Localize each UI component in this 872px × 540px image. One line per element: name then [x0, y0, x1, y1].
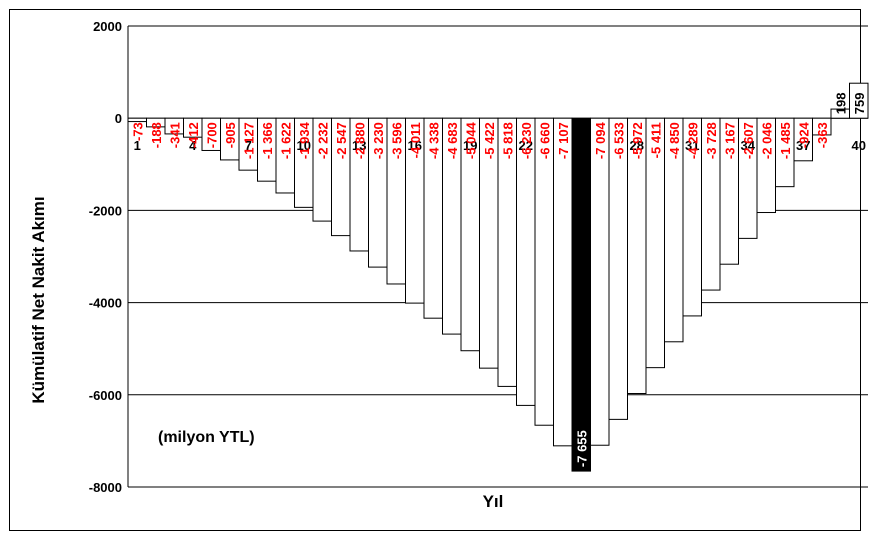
bar-data-label: -188 [149, 122, 164, 148]
y-tick-label: 0 [115, 111, 122, 126]
bar-data-label: -4 850 [667, 122, 682, 159]
bar-data-label: -363 [815, 122, 830, 148]
x-tick-label: 40 [852, 138, 866, 153]
bar-data-label: -6 660 [537, 122, 552, 159]
bar [534, 117, 554, 426]
axes [127, 26, 868, 488]
x-tick-label: 7 [245, 138, 252, 153]
bar-data-label: -2 880 [352, 122, 367, 159]
bar-data-label: -73 [130, 122, 145, 141]
bar-data-label: -7 655 [574, 430, 589, 467]
bar [849, 82, 869, 119]
bar-data-label: -7 107 [556, 122, 571, 159]
x-tick-label: 19 [463, 138, 477, 153]
bar-data-labels: -73 -188 -341 -412 -700 -905 -1 127 -1 366 -1 62… [130, 92, 867, 467]
y-tick-label: -8000 [89, 480, 122, 495]
bar-data-label: -700 [204, 122, 219, 148]
x-axis-title: Yıl [483, 492, 504, 511]
bar-data-label: -4 011 [408, 122, 423, 158]
bar-data-label: -2 046 [759, 122, 774, 159]
bar-data-label: -5 818 [500, 122, 515, 159]
bar-data-label: -3 728 [704, 122, 719, 159]
bar-data-label: -1 934 [297, 121, 312, 159]
y-tick-label: -2000 [89, 203, 122, 218]
bar-data-label: -341 [167, 122, 182, 148]
bar-data-label: -1 366 [260, 122, 275, 159]
y-tick-labels: 2000 0 -2000 -4000 -6000 -8000 [89, 19, 122, 495]
bar-data-label: -412 [186, 122, 201, 148]
bar [812, 117, 832, 136]
x-tick-label: 16 [408, 138, 422, 153]
y-tick-label: 2000 [93, 19, 122, 34]
bar [793, 117, 813, 162]
bar-data-label: -5 411 [648, 122, 663, 158]
bar-data-label: -5 972 [630, 122, 645, 159]
x-tick-label: 4 [189, 138, 197, 153]
x-tick-label: 10 [297, 138, 311, 153]
bar [571, 117, 591, 472]
bar [553, 117, 573, 447]
bar [590, 117, 610, 446]
bar-data-label: 759 [852, 92, 867, 114]
x-tick-labels: 1 4 7 10 13 16 19 22 25 28 31 34 37 40 [134, 138, 866, 153]
x-tick-label: 31 [685, 138, 699, 153]
bar-data-label: -4 683 [445, 122, 460, 159]
x-tick-label: 34 [741, 138, 756, 153]
bar-data-label: -3 167 [722, 122, 737, 159]
x-tick-label: 37 [796, 138, 810, 153]
bar-data-label: -6 230 [519, 122, 534, 159]
bar-data-label: -1 622 [278, 122, 293, 159]
bar-data-label: -5 422 [482, 122, 497, 159]
bar-data-label: -1 485 [778, 122, 793, 159]
bar-data-label: -2 232 [315, 122, 330, 159]
bar-data-label: -5 044 [463, 121, 478, 159]
x-tick-label: 1 [134, 138, 141, 153]
bar [127, 117, 147, 123]
bar [608, 117, 628, 420]
bar-data-label: -3 230 [371, 122, 386, 159]
y-tick-label: -4000 [89, 296, 122, 311]
unit-annotation: (milyon YTL) [158, 429, 255, 446]
bar-data-label: -4 338 [426, 122, 441, 159]
bar-data-label: -4 289 [685, 122, 700, 159]
bar-data-label: -3 596 [389, 122, 404, 159]
x-tick-label: 22 [519, 138, 533, 153]
bar-data-label: -2 607 [741, 122, 756, 159]
y-tick-label: -6000 [89, 388, 122, 403]
x-tick-label: 25 [574, 138, 588, 153]
bar-data-label: 198 [833, 92, 848, 114]
bar-data-label: -1 127 [241, 122, 256, 159]
y-axis-title: Kümülatif Net Nakit Akımı [29, 196, 48, 403]
x-tick-label: 13 [352, 138, 366, 153]
x-tick-label: 28 [630, 138, 644, 153]
bar-data-label: -924 [796, 121, 811, 148]
bar-data-label: -905 [223, 122, 238, 148]
bar-data-label: -6 533 [611, 122, 626, 159]
bar-data-label: -7 094 [593, 121, 608, 159]
bar-data-label: -2 547 [334, 122, 349, 159]
bar [516, 117, 536, 406]
bars [127, 82, 869, 472]
